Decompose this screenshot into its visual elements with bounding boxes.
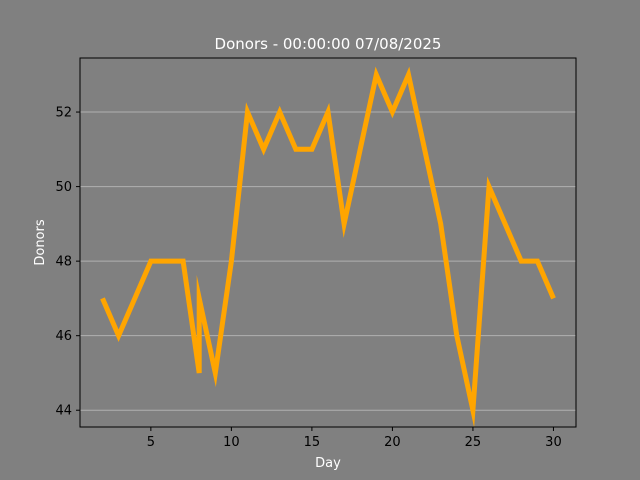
y-tick-label: 44 (55, 404, 72, 419)
x-tick-label: 5 (147, 435, 155, 450)
series-layer (100, 66, 556, 428)
x-tick-label: 10 (223, 435, 240, 450)
axis-ticks: 44 46 48 50 52 5 10 15 20 25 30 (55, 106, 561, 450)
series-line (100, 66, 556, 428)
x-tick-label: 30 (545, 435, 562, 450)
y-tick-label: 50 (55, 180, 72, 195)
y-tick-label: 46 (55, 329, 72, 344)
y-tick-label: 52 (55, 106, 72, 121)
x-tick-label: 15 (304, 435, 321, 450)
plot-area-frame (79, 57, 577, 428)
x-axis-label: Day (315, 456, 341, 471)
x-tick-label: 20 (384, 435, 401, 450)
y-tick-label: 48 (55, 255, 72, 270)
y-axis-label: Donors (33, 219, 48, 266)
chart-title: Donors - 00:00:00 07/08/2025 (215, 35, 442, 53)
x-tick-label: 25 (465, 435, 482, 450)
